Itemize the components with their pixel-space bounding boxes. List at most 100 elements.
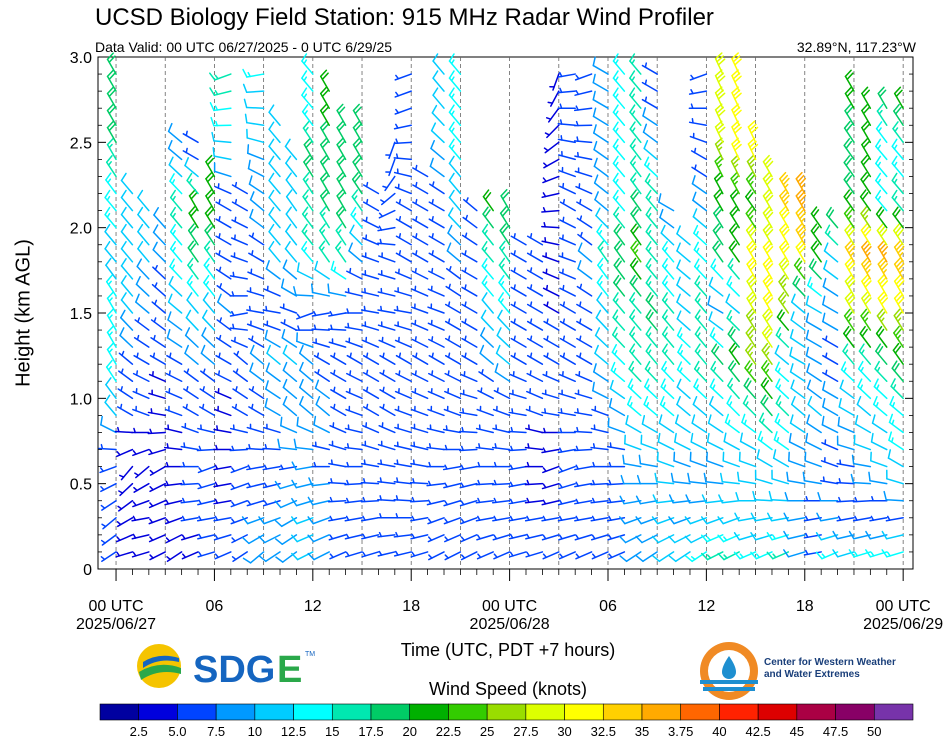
wind-barb — [116, 517, 134, 528]
wind-barb — [268, 104, 281, 127]
barb-full — [816, 512, 822, 522]
wind-barb — [750, 512, 773, 522]
wind-barb — [120, 275, 134, 297]
barb-full — [844, 103, 852, 112]
barb-staff — [577, 267, 593, 280]
wind-barb — [311, 310, 330, 317]
barb-full — [777, 291, 785, 300]
wind-barb — [861, 240, 872, 263]
barb-staff — [745, 349, 757, 365]
wind-barb — [768, 490, 790, 502]
wind-barb — [100, 551, 117, 563]
barb-full — [718, 494, 724, 504]
wind-barb — [167, 311, 183, 331]
barb-half — [493, 515, 497, 521]
barb-full — [797, 226, 805, 234]
wind-barb — [410, 459, 429, 468]
wind-barb — [508, 481, 527, 488]
wind-barb — [393, 138, 412, 145]
barb-full — [797, 174, 805, 183]
barb-half — [559, 499, 563, 505]
barb-staff — [724, 421, 740, 434]
wind-barb — [559, 301, 576, 314]
barb-full — [629, 274, 636, 284]
barb-full — [676, 259, 681, 269]
barb-full — [817, 491, 822, 502]
barb-half — [579, 335, 582, 342]
barb-half — [330, 324, 333, 331]
colorbar-label: 2.5 — [130, 724, 148, 739]
barb-staff — [268, 248, 281, 263]
wind-barb — [524, 479, 544, 486]
barb-staff — [412, 235, 429, 246]
barb-half — [526, 461, 530, 468]
wind-barb — [541, 482, 560, 490]
barb-full — [861, 240, 869, 248]
barb-half — [765, 351, 770, 357]
wind-barb — [839, 379, 855, 400]
barb-full — [659, 395, 665, 406]
barb-half — [398, 216, 402, 222]
barb-staff — [246, 121, 265, 127]
barb-half — [777, 384, 782, 390]
wind-barb — [377, 305, 396, 314]
colorbar-label: 25 — [480, 724, 494, 739]
wind-barb — [461, 301, 478, 314]
barb-full — [862, 277, 870, 285]
wind-barb — [310, 283, 330, 297]
barb-full — [846, 277, 854, 285]
wind-barb — [377, 321, 396, 331]
barb-staff — [613, 247, 626, 263]
barb-staff — [476, 408, 494, 417]
wind-barb — [311, 441, 330, 451]
barb-staff — [248, 406, 265, 417]
barb-full — [202, 292, 209, 301]
barb-full — [169, 240, 176, 250]
barb-staff — [593, 182, 609, 195]
wind-barb — [559, 284, 576, 297]
barb-half — [380, 305, 383, 312]
barb-staff — [213, 170, 232, 178]
y-tick-label: 2.5 — [70, 135, 92, 152]
wind-barb — [462, 214, 478, 229]
barb-full — [848, 549, 855, 558]
wind-barb — [210, 116, 232, 127]
barb-half — [444, 518, 449, 524]
wind-barb — [541, 237, 560, 246]
barb-half — [728, 401, 733, 407]
barb-full — [748, 294, 756, 302]
wind-barb — [840, 361, 855, 383]
barb-staff — [245, 447, 265, 451]
wind-barb — [858, 343, 872, 365]
barb-staff — [644, 180, 658, 195]
barb-full — [774, 413, 780, 423]
barb-half — [631, 127, 636, 133]
barb-staff — [510, 235, 527, 246]
barb-half — [378, 550, 383, 556]
wind-barb — [541, 408, 560, 417]
barb-staff — [215, 337, 232, 348]
barb-half — [398, 198, 402, 205]
colorbar-label: 3.75 — [668, 724, 693, 739]
barb-staff — [858, 350, 872, 365]
barb-full — [778, 311, 785, 321]
barb-full — [338, 140, 346, 149]
barb-full — [861, 257, 869, 265]
wind-barb — [606, 479, 626, 486]
wind-barb — [282, 378, 298, 400]
barb-staff — [285, 179, 298, 195]
barb-full — [676, 225, 681, 235]
wind-barb — [692, 395, 708, 417]
barb-full — [302, 120, 310, 129]
wind-barb — [890, 378, 904, 400]
wind-barb — [612, 292, 626, 314]
wind-barb — [105, 274, 117, 297]
wind-barb — [412, 198, 429, 212]
barb-half — [121, 350, 125, 357]
wind-barb — [330, 403, 347, 417]
wind-barb — [182, 403, 199, 417]
barb-staff — [869, 479, 888, 485]
barb-staff — [807, 284, 822, 297]
barb-staff — [591, 408, 609, 417]
wind-barb — [712, 223, 724, 246]
